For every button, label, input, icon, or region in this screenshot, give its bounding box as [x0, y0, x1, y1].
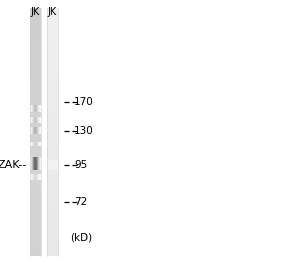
Text: 130: 130	[74, 126, 94, 136]
Text: JK: JK	[31, 7, 40, 17]
Text: 170: 170	[74, 97, 94, 107]
Text: (kD): (kD)	[70, 233, 92, 243]
Text: ZAK--: ZAK--	[0, 160, 27, 170]
Text: 72: 72	[74, 197, 87, 207]
Text: JK: JK	[48, 7, 57, 17]
Text: 95: 95	[74, 160, 87, 170]
